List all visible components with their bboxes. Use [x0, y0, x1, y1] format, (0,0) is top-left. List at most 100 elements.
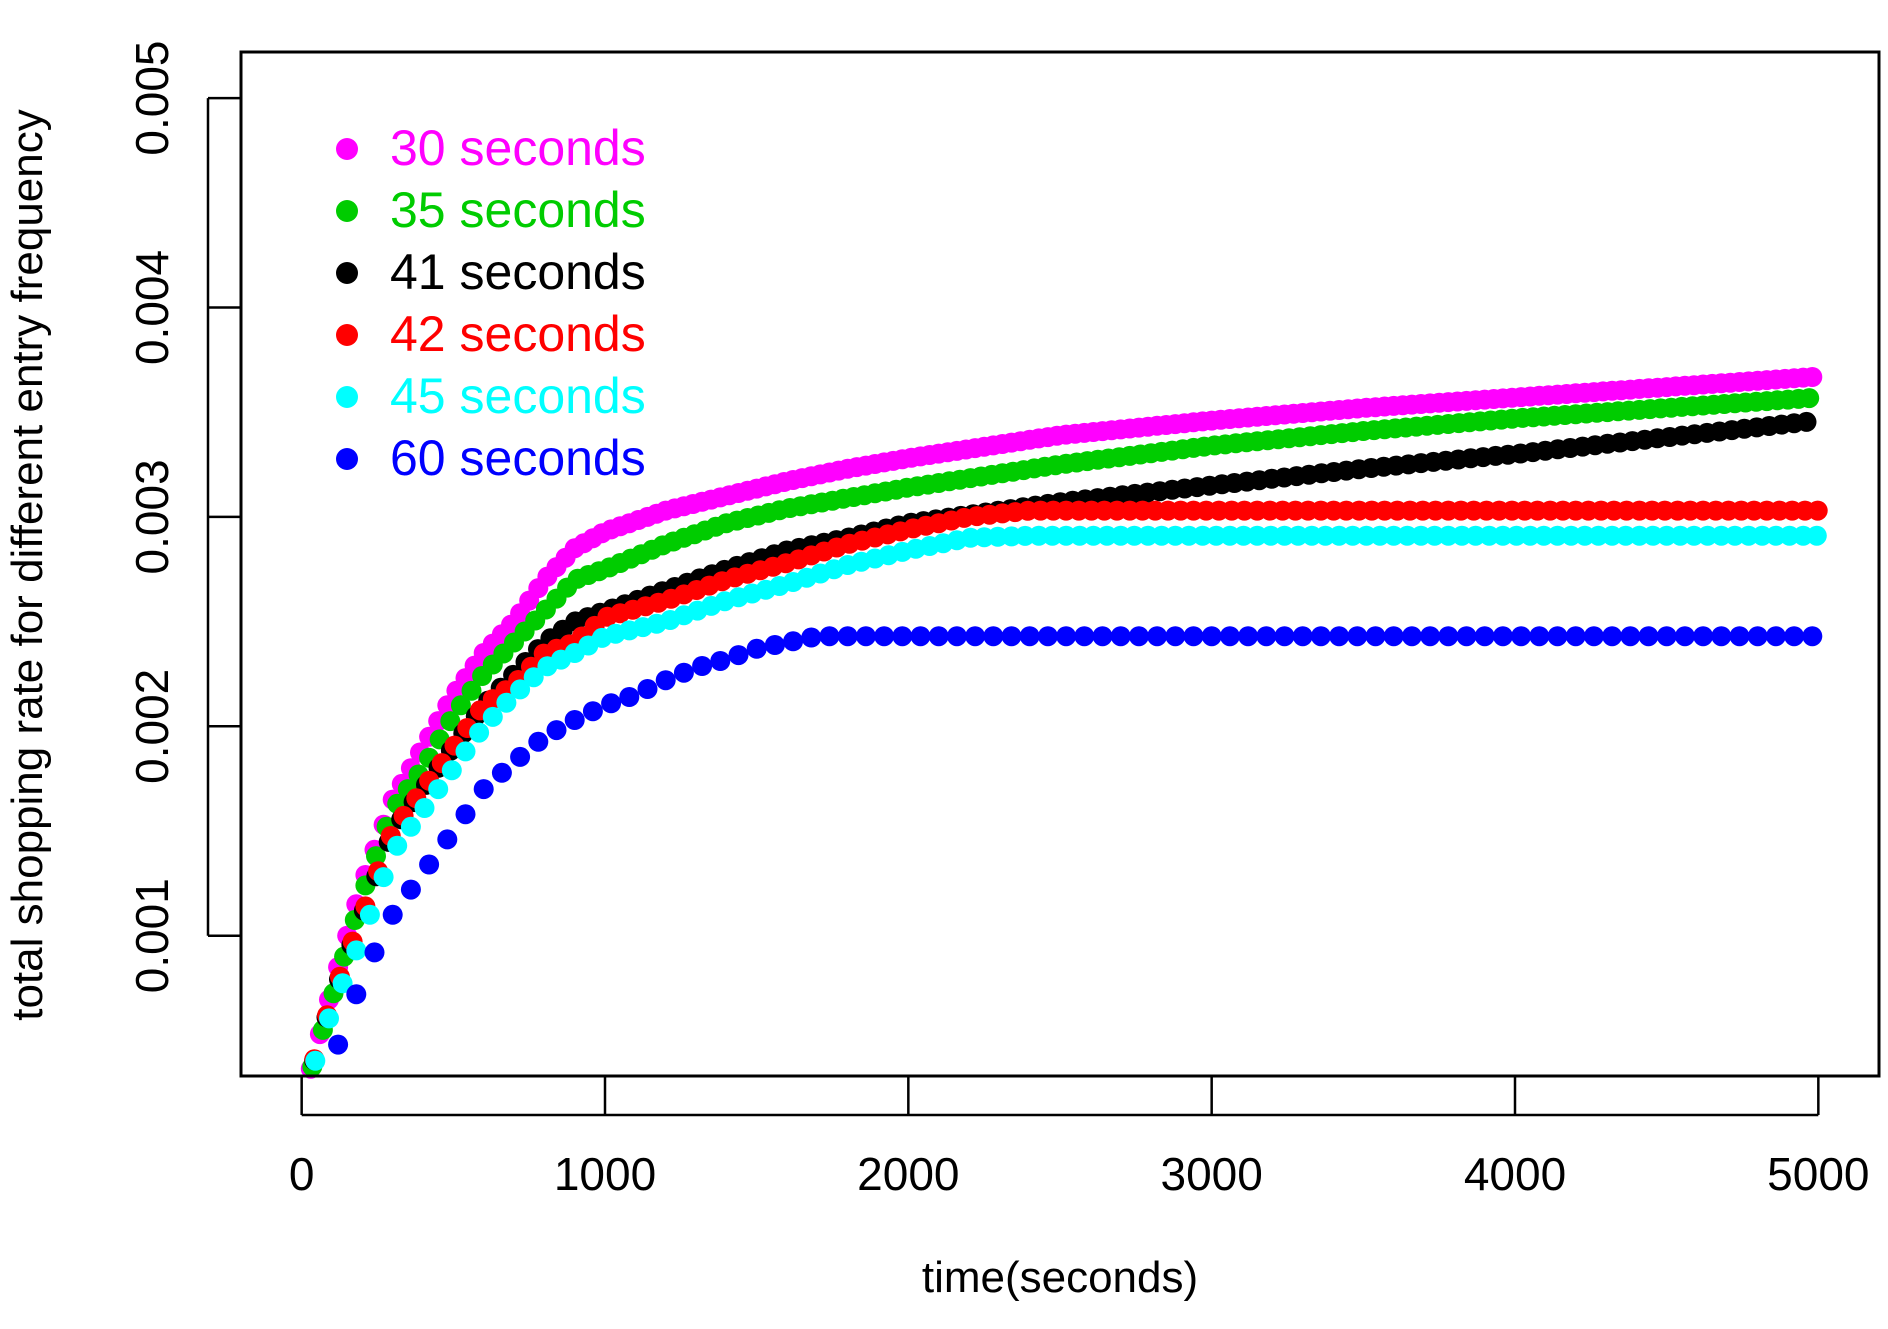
series-45-seconds [305, 525, 1827, 1071]
data-point [328, 1034, 349, 1055]
data-point [1342, 525, 1363, 546]
legend-label: 60 seconds [390, 430, 646, 486]
data-point [1151, 525, 1172, 546]
y-axis-title: total shopping rate for different entry … [3, 109, 52, 1021]
data-point [364, 942, 385, 963]
y-tick-label: 0.003 [126, 459, 178, 574]
data-point [400, 816, 421, 837]
data-point [1802, 626, 1823, 647]
data-point [1370, 525, 1390, 546]
data-point [1620, 626, 1641, 647]
data-point [346, 940, 367, 961]
data-point [983, 626, 1004, 647]
data-point [783, 631, 804, 652]
data-point [710, 651, 731, 671]
data-point [373, 867, 394, 888]
data-point [673, 662, 694, 683]
data-point [1456, 626, 1477, 647]
data-point [1643, 525, 1663, 546]
data-point [1474, 626, 1495, 647]
data-point [1310, 626, 1331, 647]
data-point [1219, 626, 1240, 647]
data-point [582, 701, 603, 722]
data-point [1256, 626, 1277, 647]
data-point [1765, 626, 1786, 647]
data-point [1802, 367, 1823, 387]
plot-frame [239, 50, 1881, 1078]
data-point [1092, 626, 1113, 647]
data-point [637, 679, 658, 699]
y-tick-label: 0.005 [126, 41, 178, 156]
data-point [510, 746, 531, 767]
data-point [1479, 525, 1500, 546]
data-point [1001, 626, 1022, 647]
data-point [1128, 626, 1149, 647]
data-point [1602, 626, 1623, 647]
data-point [1638, 626, 1659, 647]
x-axis: 0 1000 2000 3000 4000 5000 [289, 1076, 1870, 1200]
data-point [1807, 500, 1828, 521]
data-point [1451, 525, 1472, 546]
data-point [1165, 626, 1186, 647]
data-point [1565, 626, 1586, 647]
data-point [601, 693, 622, 714]
data-point [387, 835, 408, 856]
data-point [319, 1008, 339, 1029]
data-point [482, 706, 503, 727]
data-point [692, 656, 713, 676]
series-35-seconds [302, 388, 1820, 1077]
data-point [1365, 626, 1386, 647]
data-point [366, 846, 386, 867]
data-point [473, 779, 494, 800]
data-point [1588, 525, 1609, 546]
data-point [1796, 411, 1817, 432]
data-point [1492, 626, 1513, 647]
data-point [1124, 525, 1145, 546]
data-point [440, 711, 461, 732]
data-point [1561, 525, 1582, 546]
data-point [1183, 626, 1204, 647]
legend: 30 seconds 35 seconds 41 seconds 42 seconds… [336, 120, 646, 486]
data-point [491, 762, 512, 783]
data-point [510, 679, 531, 700]
data-point [400, 879, 421, 900]
data-point [1711, 626, 1732, 647]
data-point [1697, 525, 1718, 546]
data-point [655, 670, 676, 691]
data-point [1533, 525, 1554, 546]
data-point [1206, 525, 1227, 546]
y-axis: 0.001 0.002 0.003 0.004 0.005 [126, 41, 241, 993]
data-point [728, 645, 749, 666]
legend-marker [336, 262, 358, 284]
data-point [1056, 626, 1077, 647]
data-point [965, 626, 986, 647]
data-point [874, 626, 895, 647]
data-point [346, 984, 367, 1005]
y-tick-label: 0.001 [126, 878, 178, 993]
x-tick-label: 5000 [1767, 1148, 1869, 1200]
data-point [1674, 626, 1695, 647]
data-point [528, 731, 549, 752]
data-point [910, 626, 931, 647]
data-points [300, 367, 1828, 1079]
data-point [928, 626, 949, 647]
data-point [1401, 626, 1422, 647]
y-tick-label: 0.004 [126, 250, 178, 365]
data-point [1747, 626, 1768, 647]
y-tick-label: 0.002 [126, 669, 178, 784]
data-point [837, 626, 858, 647]
data-point [1315, 525, 1336, 546]
data-point [1147, 626, 1168, 647]
data-point [1511, 626, 1532, 647]
x-tick-label: 4000 [1464, 1148, 1566, 1200]
data-point [1347, 626, 1368, 647]
data-point [461, 680, 482, 701]
data-point [1656, 626, 1677, 647]
data-point [1069, 525, 1090, 546]
legend-label: 30 seconds [390, 120, 646, 176]
data-point [1547, 626, 1568, 647]
data-point [801, 627, 822, 648]
data-point [1779, 525, 1800, 546]
data-point [1799, 388, 1820, 409]
